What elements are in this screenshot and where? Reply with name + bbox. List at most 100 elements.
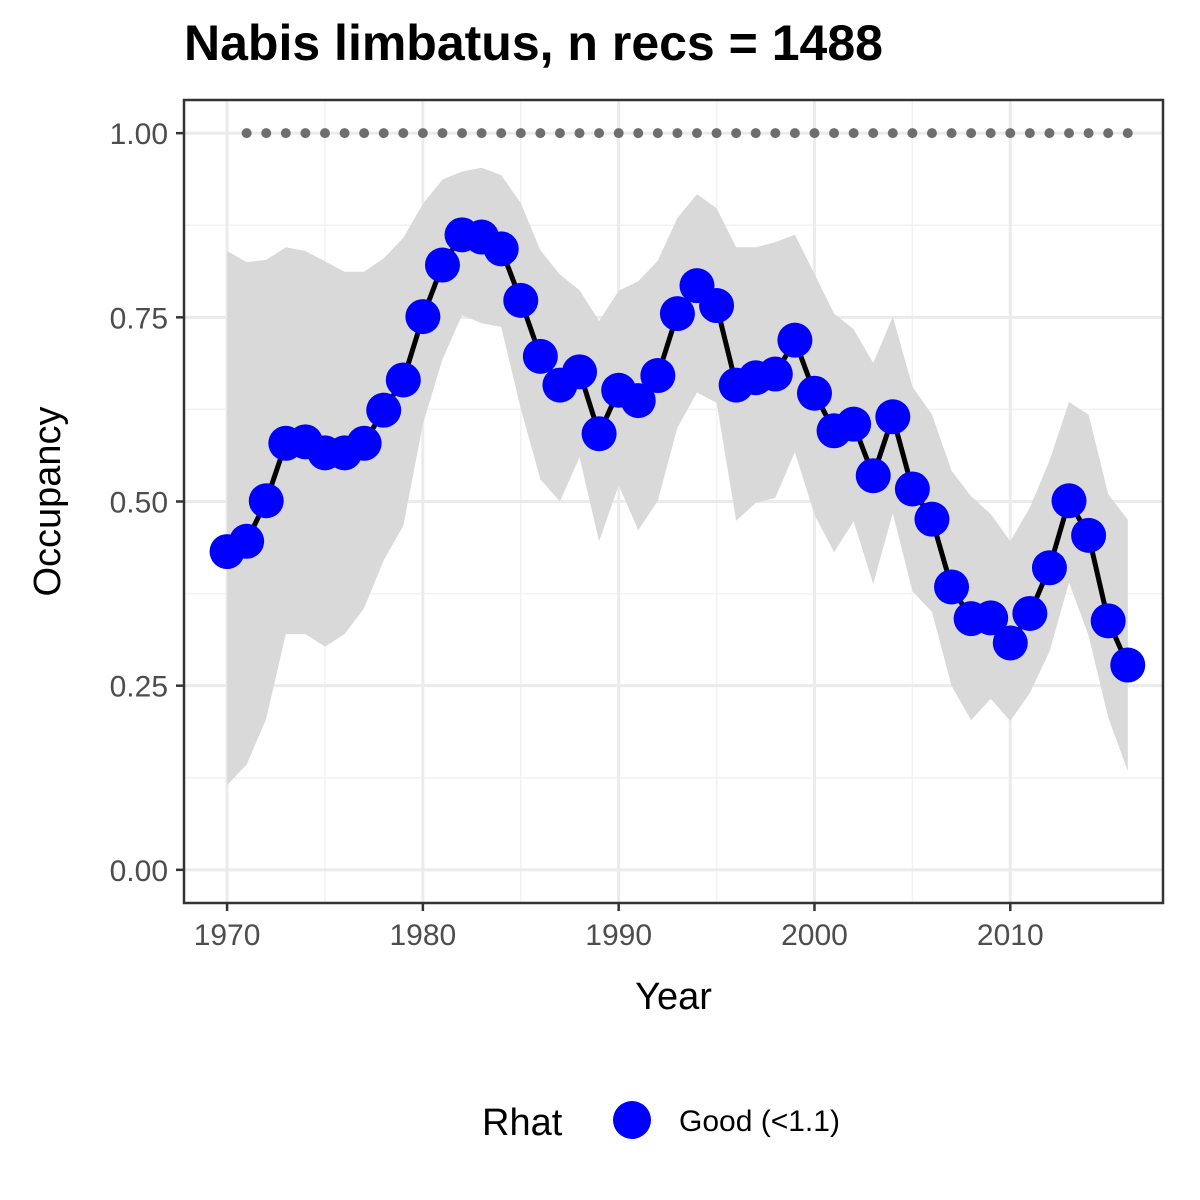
reference-dot (966, 128, 977, 139)
legend-title: Rhat (482, 1102, 563, 1144)
data-point (973, 600, 1009, 636)
data-point (1071, 517, 1107, 553)
reference-dot (809, 128, 820, 139)
reference-dot (1064, 128, 1075, 139)
reference-dot (280, 128, 291, 139)
reference-dot (359, 128, 370, 139)
reference-dot (261, 128, 272, 139)
data-points-layer (209, 217, 1146, 683)
data-point (699, 288, 735, 324)
reference-dot (691, 128, 702, 139)
reference-dot (457, 128, 468, 139)
data-point (914, 501, 950, 537)
confidence-ribbon-layer (227, 167, 1128, 786)
y-tick-label: 0.75 (110, 302, 168, 335)
reference-dot (1083, 128, 1094, 139)
data-point (522, 338, 558, 374)
reference-dot (535, 128, 546, 139)
reference-dot (417, 128, 428, 139)
x-axis-title: Year (635, 976, 712, 1018)
reference-dot (554, 128, 565, 139)
reference-dot (515, 128, 526, 139)
reference-dot (1103, 128, 1114, 139)
reference-dot (1044, 128, 1055, 139)
reference-dot (378, 128, 389, 139)
reference-dot (887, 128, 898, 139)
y-tick-label: 0.50 (110, 487, 168, 520)
x-tick-label: 1980 (390, 919, 457, 952)
reference-dot (652, 128, 663, 139)
data-point (992, 625, 1028, 661)
data-point (894, 471, 930, 507)
confidence-ribbon (227, 167, 1128, 786)
reference-dot (1024, 128, 1035, 139)
data-point (385, 362, 421, 398)
chart-title: Nabis limbatus, n recs = 1488 (184, 15, 883, 71)
reference-dot (1122, 128, 1133, 139)
reference-dot (476, 128, 487, 139)
data-point (640, 358, 676, 394)
reference-dot (789, 128, 800, 139)
reference-dot (1005, 128, 1016, 139)
reference-dot (672, 128, 683, 139)
data-point (836, 406, 872, 442)
y-axis-title: Occupancy (27, 406, 69, 596)
reference-dot (319, 128, 330, 139)
x-tick-label: 2010 (977, 919, 1044, 952)
data-point (1031, 550, 1067, 586)
data-point (934, 569, 970, 605)
data-point (229, 523, 265, 559)
data-point (581, 416, 617, 452)
data-point (1110, 647, 1146, 683)
reference-dot (594, 128, 605, 139)
data-point (757, 356, 793, 392)
reference-dot (300, 128, 311, 139)
reference-dot (241, 128, 252, 139)
x-tick-label: 2000 (781, 919, 848, 952)
data-point (796, 375, 832, 411)
data-point (503, 282, 539, 318)
reference-dot (946, 128, 957, 139)
data-point (248, 483, 284, 519)
data-point (777, 322, 813, 358)
data-point (483, 231, 519, 267)
data-point (1090, 603, 1126, 639)
reference-dot (633, 128, 644, 139)
reference-dot (868, 128, 879, 139)
axis-ticks-layer: 1970 1980 1990 2000 2010 0.00 0.25 0.50 0.75 1.00 (110, 118, 1044, 952)
reference-dot (770, 128, 781, 139)
legend-label: Good (<1.1) (679, 1105, 840, 1138)
reference-dot (750, 128, 761, 139)
reference-dot (985, 128, 996, 139)
y-tick-label: 0.00 (110, 855, 168, 888)
x-tick-label: 1970 (194, 919, 261, 952)
reference-dot (848, 128, 859, 139)
x-tick-label: 1990 (585, 919, 652, 952)
reference-dot (731, 128, 742, 139)
y-tick-label: 1.00 (110, 118, 168, 151)
reference-dot (907, 128, 918, 139)
reference-dot (574, 128, 585, 139)
reference-dot (926, 128, 937, 139)
data-point (366, 392, 402, 428)
y-tick-label: 0.25 (110, 671, 168, 704)
legend-key-marker (613, 1101, 651, 1139)
data-point (424, 247, 460, 283)
data-point (405, 299, 441, 335)
data-point (659, 296, 695, 332)
reference-dot (613, 128, 624, 139)
data-point (875, 399, 911, 435)
data-point (346, 425, 382, 461)
data-point (1051, 483, 1087, 519)
data-point (620, 383, 656, 419)
reference-dot (339, 128, 350, 139)
data-point (562, 354, 598, 390)
reference-dot (711, 128, 722, 139)
reference-dots-layer (241, 128, 1133, 139)
reference-dot (496, 128, 507, 139)
reference-dot (437, 128, 448, 139)
data-point (855, 458, 891, 494)
reference-dot (398, 128, 409, 139)
data-point (1012, 595, 1048, 631)
